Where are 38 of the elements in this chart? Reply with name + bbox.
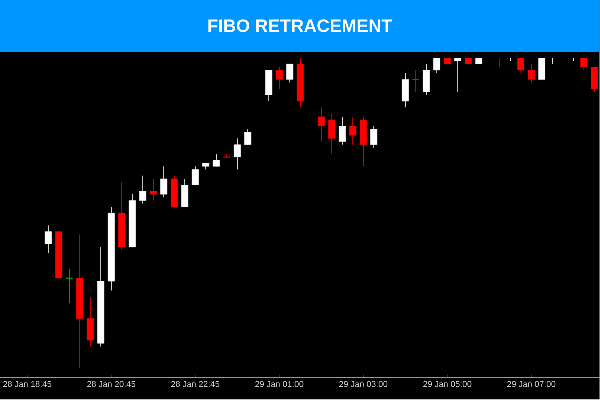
candlestick <box>213 154 220 168</box>
candlestick <box>87 296 94 348</box>
candlestick <box>496 58 504 68</box>
candlestick <box>66 268 74 304</box>
candlestick <box>234 138 242 170</box>
x-tick-label: 28 Jan 20:45 <box>87 381 136 388</box>
candlestick <box>350 116 357 146</box>
x-tick-label: 29 Jan 07:00 <box>508 381 556 388</box>
candlestick <box>276 67 284 90</box>
candlestick <box>328 114 336 155</box>
candlestick <box>150 178 158 202</box>
candlestick <box>402 73 410 108</box>
x-tick-label: 29 Jan 05:00 <box>423 381 472 388</box>
candlestick <box>339 116 346 146</box>
candlestick <box>244 129 252 146</box>
candlestick <box>506 58 514 62</box>
x-tick-label: 28 Jan 18:45 <box>3 381 52 388</box>
candlestick <box>370 126 378 149</box>
chart-title: FIBO RETRACEMENT <box>208 20 392 32</box>
candlestick <box>45 225 52 254</box>
candlestick <box>434 58 441 74</box>
candlestick <box>223 154 231 158</box>
candlestick <box>412 70 420 93</box>
x-tick-label: 29 Jan 03:00 <box>339 381 388 388</box>
x-tick-label: 29 Jan 01:00 <box>255 381 304 388</box>
candlestick <box>192 166 200 186</box>
candlestick <box>591 67 598 93</box>
candlestick <box>182 178 189 208</box>
candlestick <box>570 58 578 62</box>
candlestick <box>454 58 462 93</box>
candlestick <box>423 64 430 96</box>
candlestick <box>160 166 168 198</box>
candlestick <box>528 64 536 84</box>
candlestick <box>286 64 294 84</box>
x-tick-label: 28 Jan 22:45 <box>171 381 220 388</box>
candlestick <box>140 176 147 204</box>
candlestick <box>548 58 556 65</box>
candlestick <box>318 107 326 142</box>
